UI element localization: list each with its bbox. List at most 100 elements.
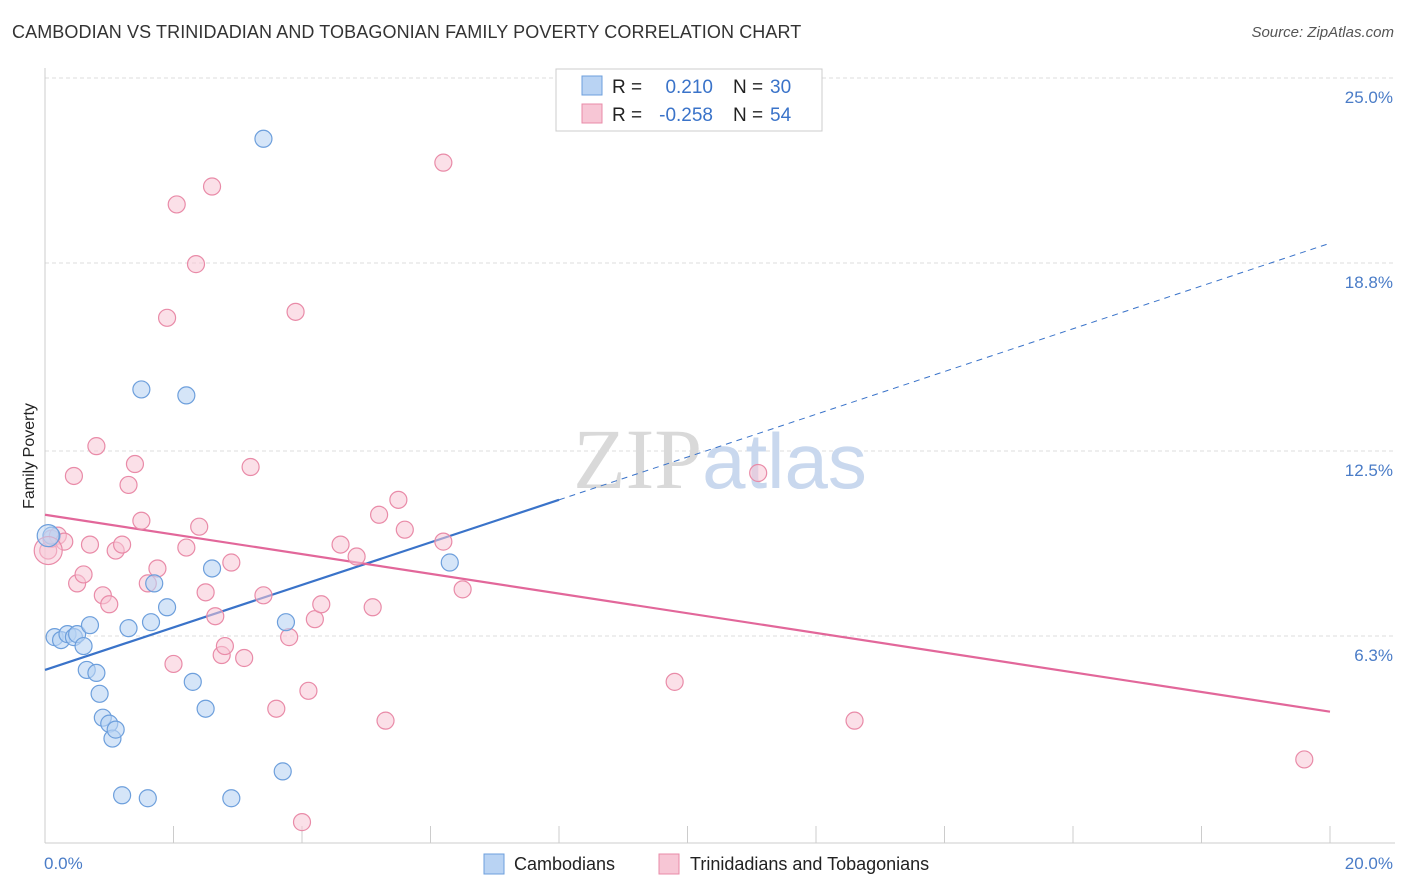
- legend-r-value-2: -0.258: [659, 105, 713, 126]
- point-cambodian: [74, 636, 93, 656]
- point-trinidadian: [196, 583, 215, 602]
- point-trinidadian: [74, 565, 93, 584]
- point-trinidadian: [100, 595, 119, 614]
- watermark-zip: ZIP: [573, 411, 702, 507]
- point-cambodian: [183, 672, 202, 691]
- point-cambodian: [273, 762, 292, 781]
- axes: [44, 68, 1395, 844]
- point-cambodian: [112, 786, 132, 805]
- point-cambodian: [132, 380, 151, 399]
- point-trinidadian: [80, 535, 100, 554]
- watermark-atlas: atlas: [702, 417, 867, 505]
- point-cambodian: [141, 613, 161, 632]
- point-cambodian: [106, 720, 125, 739]
- legend-n-value-1: 30: [770, 77, 791, 98]
- point-trinidadian: [177, 538, 196, 557]
- chart-title: CAMBODIAN VS TRINIDADIAN AND TOBAGONIAN …: [12, 22, 802, 42]
- x-tick-label: 20.0%: [1345, 854, 1393, 873]
- stats-legend: R = 0.210 N = 30 R = -0.258 N = 54: [555, 68, 823, 132]
- point-trinidadian: [389, 490, 408, 509]
- series-legend-label-trinidadians: Trinidadians and Tobagonians: [690, 854, 929, 874]
- point-cambodian: [138, 789, 157, 808]
- point-trinidadian: [190, 517, 209, 536]
- point-trinidadian: [241, 457, 260, 477]
- point-trinidadian: [254, 586, 273, 605]
- tick-labels: 6.3% 12.5% 18.8% 25.0% 0.0% 20.0%: [44, 88, 1393, 873]
- point-cambodian: [80, 616, 100, 635]
- series-legend-swatch-pink: [658, 853, 680, 875]
- point-cambodian-cluster: [36, 524, 60, 548]
- y-tick-label: 6.3%: [1354, 646, 1393, 665]
- point-trinidadian: [119, 475, 138, 495]
- point-trinidadian: [222, 553, 241, 572]
- x-tick-label: 0.0%: [44, 854, 83, 873]
- point-cambodian: [440, 553, 459, 572]
- point-trinidadian: [1295, 750, 1314, 769]
- trendline-cambodians: [44, 498, 560, 671]
- point-trinidadian: [125, 454, 145, 474]
- point-cambodian: [196, 699, 215, 718]
- point-trinidadian: [434, 153, 453, 172]
- legend-r-label-2: R =: [612, 105, 642, 126]
- series-legend-label-cambodians: Cambodians: [514, 854, 615, 874]
- point-trinidadian: [202, 177, 222, 196]
- y-tick-label: 25.0%: [1345, 88, 1393, 107]
- legend-n-value-2: 54: [770, 105, 792, 126]
- trend-lines: [44, 242, 1331, 713]
- point-trinidadian: [235, 648, 254, 668]
- point-trinidadian: [292, 813, 312, 832]
- trendline-cambodians-extension: [558, 242, 1331, 501]
- source-label: Source: ZipAtlas.com: [1251, 24, 1394, 41]
- point-trinidadian: [370, 505, 389, 524]
- point-trinidadian: [363, 598, 382, 617]
- legend-r-value-1: 0.210: [665, 77, 713, 98]
- legend-n-label-2: N =: [733, 105, 763, 126]
- point-cambodian: [202, 559, 222, 578]
- point-trinidadian: [845, 711, 864, 730]
- legend-swatch-blue: [581, 75, 603, 96]
- y-tick-label: 12.5%: [1345, 461, 1393, 480]
- point-trinidadian: [434, 532, 453, 551]
- y-axis-title: Family Poverty: [21, 403, 38, 509]
- point-trinidadian: [157, 308, 177, 327]
- point-trinidadian: [665, 672, 684, 691]
- point-cambodian: [157, 598, 177, 617]
- data-points: [33, 129, 1314, 832]
- point-trinidadian: [299, 681, 318, 700]
- point-trinidadian: [87, 437, 106, 456]
- y-tick-label: 18.8%: [1345, 273, 1393, 292]
- point-trinidadian: [347, 547, 366, 566]
- point-trinidadian: [376, 711, 395, 730]
- point-trinidadian: [453, 580, 472, 599]
- point-trinidadian: [167, 195, 186, 214]
- point-trinidadian: [164, 654, 183, 674]
- point-cambodian: [222, 789, 241, 808]
- point-trinidadian: [286, 302, 305, 321]
- point-trinidadian: [186, 255, 206, 274]
- point-cambodian: [177, 386, 196, 405]
- point-cambodian: [276, 613, 296, 632]
- point-trinidadian: [215, 636, 234, 656]
- point-trinidadian: [267, 699, 286, 718]
- point-trinidadian: [112, 535, 132, 554]
- watermark: ZIPatlas: [573, 411, 867, 507]
- point-trinidadian: [206, 607, 225, 626]
- point-trinidadian: [331, 535, 350, 554]
- legend-swatch-pink: [581, 103, 603, 124]
- point-trinidadian: [395, 520, 414, 539]
- series-legend: Cambodians Trinidadians and Tobagonians: [483, 853, 929, 875]
- legend-r-label-1: R =: [612, 77, 642, 98]
- point-trinidadian: [132, 511, 151, 530]
- trendline-trinidadians: [44, 513, 1331, 713]
- legend-n-label-1: N =: [733, 77, 763, 98]
- point-cambodian: [145, 574, 164, 593]
- grid-lines: [45, 77, 1395, 637]
- point-cambodian: [119, 619, 138, 638]
- point-trinidadian: [312, 595, 331, 614]
- series-legend-swatch-blue: [483, 853, 505, 875]
- point-trinidadian: [749, 463, 768, 483]
- point-cambodian: [254, 129, 273, 148]
- point-cambodian: [90, 684, 109, 703]
- point-trinidadian: [148, 559, 167, 578]
